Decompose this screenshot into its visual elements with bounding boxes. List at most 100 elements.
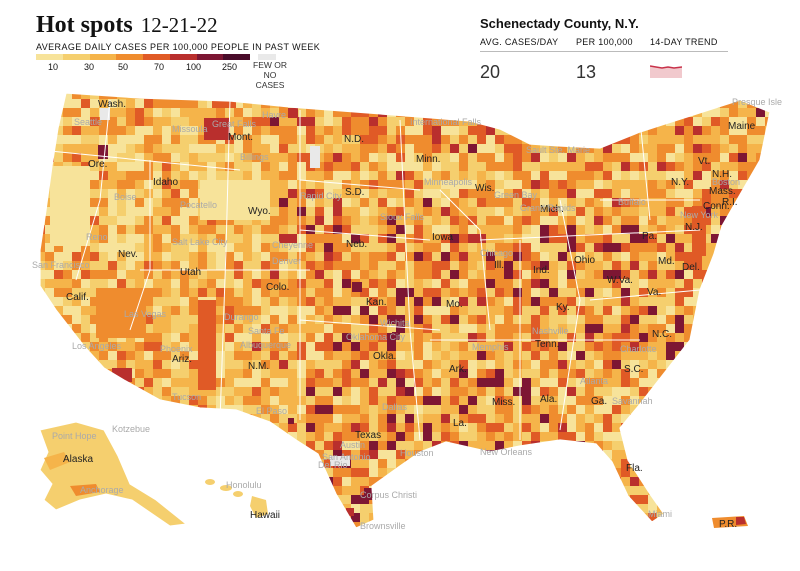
county-cell (450, 198, 459, 207)
county-cell (369, 288, 378, 297)
county-cell (414, 513, 423, 522)
county-cell (657, 414, 666, 423)
county-cell (684, 243, 693, 252)
county-cell (738, 108, 747, 117)
county-cell (468, 108, 477, 117)
county-cell (666, 189, 675, 198)
county-cell (477, 405, 486, 414)
county-cell (567, 117, 576, 126)
county-cell (720, 252, 729, 261)
county-cell (459, 243, 468, 252)
county-cell (738, 324, 747, 333)
county-cell (657, 180, 666, 189)
county-cell (594, 405, 603, 414)
county-cell (612, 261, 621, 270)
county-cell (81, 414, 90, 423)
county-cell (63, 117, 72, 126)
county-cell (774, 504, 783, 513)
county-cell (513, 360, 522, 369)
county-cell (630, 261, 639, 270)
state-label: Ga. (591, 396, 608, 407)
county-cell (252, 360, 261, 369)
county-cell (684, 126, 693, 135)
county-cell (198, 252, 207, 261)
county-cell (423, 243, 432, 252)
county-cell (162, 261, 171, 270)
county-cell (774, 369, 783, 378)
county-cell (711, 387, 720, 396)
county-cell (423, 270, 432, 279)
county-cell (81, 387, 90, 396)
county-cell (153, 324, 162, 333)
county-cell (648, 180, 657, 189)
county-cell (288, 486, 297, 495)
county-cell (504, 270, 513, 279)
county-cell (468, 261, 477, 270)
city-label: Rapid City (300, 191, 342, 201)
county-cell (360, 126, 369, 135)
county-cell (261, 171, 270, 180)
county-cell (459, 306, 468, 315)
county-cell (468, 522, 477, 528)
county-cell (153, 99, 162, 108)
county-cell (297, 126, 306, 135)
county-cell (432, 405, 441, 414)
county-cell (180, 306, 189, 315)
county-cell (342, 315, 351, 324)
county-cell (684, 378, 693, 387)
county-cell (369, 342, 378, 351)
county-cell (468, 162, 477, 171)
county-cell (495, 261, 504, 270)
county-cell (675, 333, 684, 342)
county-cell (180, 351, 189, 360)
alaska-shape (39, 421, 188, 527)
county-cell (612, 252, 621, 261)
county-cell (81, 360, 90, 369)
county-cell (621, 126, 630, 135)
county-cell (171, 171, 180, 180)
county-cell (738, 207, 747, 216)
county-cell (243, 450, 252, 459)
county-cell (765, 315, 770, 324)
county-cell (531, 450, 540, 459)
county-highlight (212, 98, 236, 108)
county-cell (531, 432, 540, 441)
county-cell (369, 279, 378, 288)
county-cell (243, 360, 252, 369)
county-cell (576, 93, 585, 99)
county-cell (45, 225, 54, 234)
county-cell (396, 216, 405, 225)
legend-swatch (196, 54, 224, 60)
county-cell (567, 315, 576, 324)
state-label: Minn. (416, 154, 441, 165)
county-cell (540, 504, 549, 513)
county-cell (108, 198, 117, 207)
county-cell (531, 225, 540, 234)
county-cell (756, 369, 765, 378)
county-cell (297, 297, 306, 306)
county-cell (693, 288, 702, 297)
county-cell (270, 189, 279, 198)
county-cell (369, 396, 378, 405)
county-cell (396, 387, 405, 396)
county-cell (45, 234, 54, 243)
county-cell (729, 216, 738, 225)
county-cell (567, 243, 576, 252)
county-cell (639, 270, 648, 279)
county-cell (54, 333, 63, 342)
county-cell (567, 108, 576, 117)
county-cell (459, 432, 468, 441)
county-cell (504, 405, 513, 414)
county-cell (270, 252, 279, 261)
county-cell (612, 414, 621, 423)
county-cell (540, 342, 549, 351)
county-cell (243, 126, 252, 135)
county-cell (369, 108, 378, 117)
county-cell (666, 324, 675, 333)
county-cell (135, 216, 144, 225)
county-cell (567, 477, 576, 486)
county-cell (54, 93, 63, 99)
county-cell (342, 333, 351, 342)
county-cell (765, 351, 770, 360)
county-cell (243, 252, 252, 261)
